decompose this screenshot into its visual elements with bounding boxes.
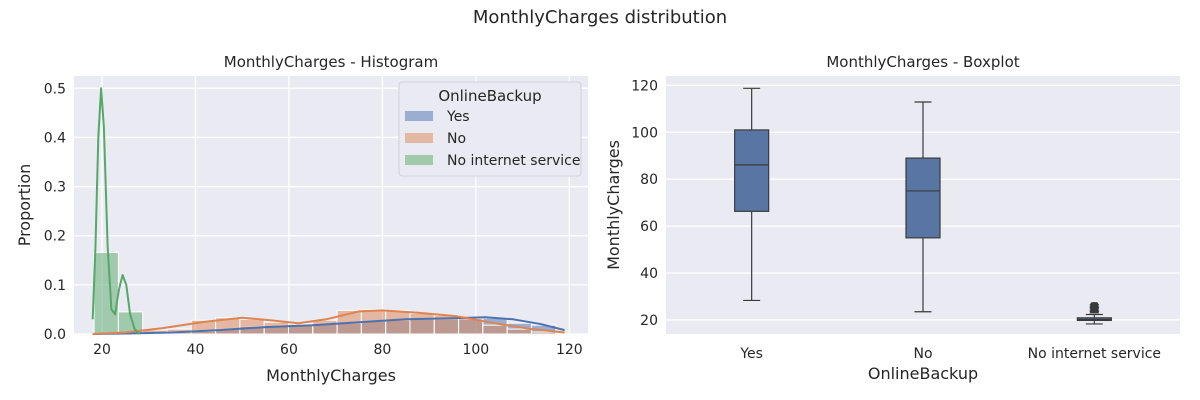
kde-line-no-internet-service xyxy=(91,87,141,335)
hist-x-tick-label-120: 120 xyxy=(556,342,583,358)
legend-swatch-no xyxy=(405,133,433,143)
box-y-tick-label-120: 120 xyxy=(631,78,658,94)
figure-title: MonthlyCharges distribution xyxy=(473,7,727,28)
box-yes xyxy=(734,129,770,212)
legend-swatch-yes xyxy=(405,111,433,121)
hist-bar-no xyxy=(263,321,289,335)
box-x-tick-label-yes: Yes xyxy=(739,346,763,362)
histogram-kde-lines xyxy=(91,87,565,335)
hist-x-tick-label-80: 80 xyxy=(373,342,391,358)
histogram-bars xyxy=(93,251,557,335)
histogram-title: MonthlyCharges - Histogram xyxy=(224,53,438,71)
hist-y-tick-label-0.4: 0.4 xyxy=(44,130,66,146)
histogram-y-axis-label: Proportion xyxy=(15,164,34,247)
hist-y-tick-label-0.3: 0.3 xyxy=(44,180,66,196)
boxplot-x-axis-label: OnlineBackup xyxy=(868,364,978,383)
hist-bar-no xyxy=(385,309,411,335)
hist-bar-no xyxy=(409,312,435,335)
legend-label-no-internet: No internet service xyxy=(447,153,580,169)
boxplot-boxes xyxy=(734,87,1112,325)
box-x-tick-label-no-internet-service: No internet service xyxy=(1028,346,1161,362)
legend-label-no: No xyxy=(447,131,466,147)
box-y-tick-label-20: 20 xyxy=(640,313,658,329)
legend-swatch-no-internet xyxy=(405,155,433,165)
box-no xyxy=(905,157,941,239)
box-y-tick-label-100: 100 xyxy=(631,125,658,141)
box-y-tick-label-80: 80 xyxy=(640,172,658,188)
histogram-tick-labels: 20 40 60 80 100 120 0.0 0.1 0.2 0.3 0.4 0.5 xyxy=(44,81,583,358)
hist-bar-no-internet-service xyxy=(93,251,119,335)
boxplot-title: MonthlyCharges - Boxplot xyxy=(826,53,1019,71)
hist-y-tick-label-0.1: 0.1 xyxy=(44,278,66,294)
hist-y-tick-label-0.2: 0.2 xyxy=(44,229,66,245)
hist-x-tick-label-40: 40 xyxy=(187,342,205,358)
hist-bar-no xyxy=(482,324,508,335)
kde-line-no xyxy=(92,309,565,335)
outlier-point-no-internet-service xyxy=(1089,302,1100,306)
kde-line-yes xyxy=(92,316,565,335)
hist-bar-no xyxy=(506,328,532,335)
hist-y-tick-label-0.5: 0.5 xyxy=(44,81,66,97)
box-x-tick-label-no: No xyxy=(913,346,932,362)
hist-bar-no xyxy=(312,319,338,335)
legend-label-yes: Yes xyxy=(446,109,470,125)
hist-x-tick-label-20: 20 xyxy=(93,342,111,358)
hist-x-tick-label-100: 100 xyxy=(462,342,489,358)
boxplot-y-axis-label: MonthlyCharges xyxy=(604,140,623,270)
boxplot-tick-labels: 20 40 60 80 100 120 Yes No No internet service xyxy=(631,78,1161,362)
boxplot-panel: 20 40 60 80 100 120 Yes No No internet service M… xyxy=(604,53,1180,383)
box-y-tick-label-60: 60 xyxy=(640,219,658,235)
hist-y-tick-label-0.0: 0.0 xyxy=(44,327,66,343)
histogram-legend: OnlineBackup Yes No No internet service xyxy=(398,81,582,177)
histogram-x-axis-label: MonthlyCharges xyxy=(266,366,396,385)
hist-x-tick-label-60: 60 xyxy=(280,342,298,358)
histogram-panel: 20 40 60 80 100 120 0.0 0.1 0.2 0.3 0.4 0.5 Monthly… xyxy=(15,53,588,385)
hist-bar-no xyxy=(530,331,557,335)
box-y-tick-label-40: 40 xyxy=(640,266,658,282)
legend-title: OnlineBackup xyxy=(438,87,541,105)
legend-box xyxy=(398,81,582,177)
